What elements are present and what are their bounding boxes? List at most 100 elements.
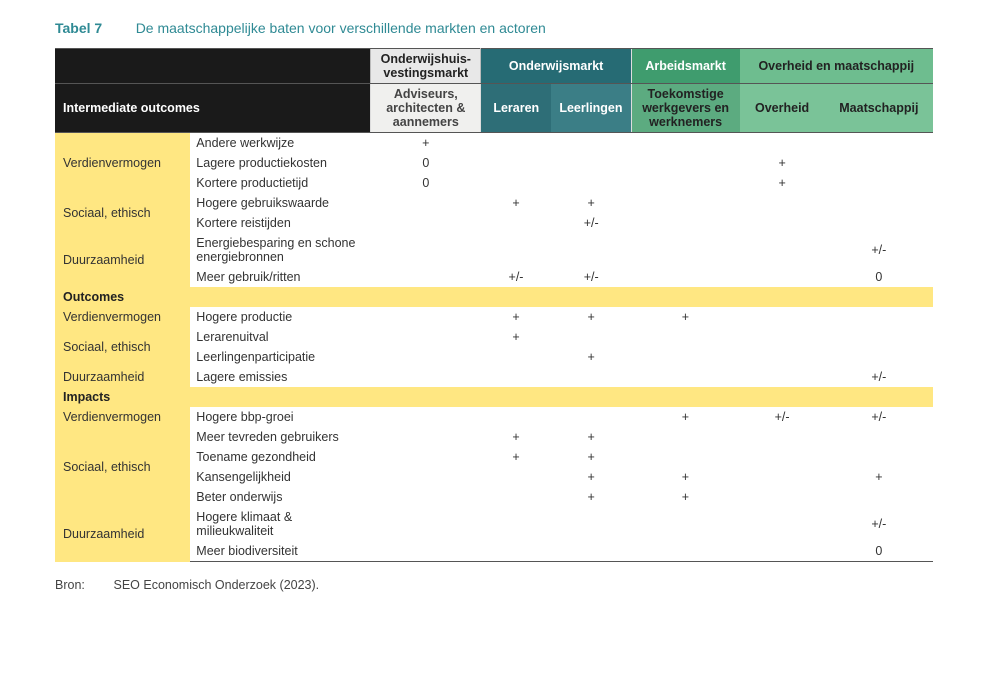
item-cell: Kortere productietijd bbox=[190, 173, 370, 193]
value-cell bbox=[371, 541, 481, 562]
value-cell bbox=[371, 507, 481, 541]
value-cell bbox=[481, 133, 551, 154]
value-cell: + bbox=[481, 193, 551, 213]
value-cell bbox=[740, 193, 825, 213]
value-cell bbox=[481, 487, 551, 507]
sub-header-employers: Toekomstige werkgevers en werknemers bbox=[631, 84, 739, 133]
value-cell bbox=[551, 407, 631, 427]
value-cell bbox=[825, 327, 933, 347]
table-body: VerdienvermogenAndere werkwijze+Lagere p… bbox=[55, 133, 933, 562]
group-header-housing: Onderwijshuis-vestingsmarkt bbox=[371, 49, 481, 84]
value-cell: +/- bbox=[825, 367, 933, 387]
value-cell bbox=[481, 541, 551, 562]
value-cell bbox=[551, 541, 631, 562]
value-cell bbox=[551, 367, 631, 387]
value-cell bbox=[740, 347, 825, 367]
value-cell: Duurzaamheid bbox=[55, 507, 190, 562]
value-cell: + bbox=[551, 307, 631, 327]
table-row: DuurzaamheidEnergiebesparing en schone e… bbox=[55, 233, 933, 267]
value-cell bbox=[825, 307, 933, 327]
value-cell: + bbox=[551, 193, 631, 213]
value-cell bbox=[631, 233, 739, 267]
value-cell: + bbox=[631, 487, 739, 507]
value-cell: + bbox=[551, 467, 631, 487]
value-cell bbox=[481, 347, 551, 367]
value-cell bbox=[631, 267, 739, 287]
table-row: VerdienvermogenHogere productie+++ bbox=[55, 307, 933, 327]
value-cell bbox=[371, 213, 481, 233]
item-cell: Hogere bbp-groei bbox=[190, 407, 370, 427]
group-header-society: Overheid en maatschappij bbox=[740, 49, 934, 84]
blank-header bbox=[55, 49, 371, 84]
sub-header-pupils: Leerlingen bbox=[551, 84, 631, 133]
value-cell: +/- bbox=[551, 267, 631, 287]
sub-header-govt: Overheid bbox=[740, 84, 825, 133]
value-cell bbox=[825, 487, 933, 507]
item-cell: Toename gezondheid bbox=[190, 447, 370, 467]
table-number: Tabel 7 bbox=[55, 20, 102, 36]
item-cell: Beter onderwijs bbox=[190, 487, 370, 507]
value-cell bbox=[371, 233, 481, 267]
value-cell bbox=[825, 173, 933, 193]
table-title-row: Tabel 7 De maatschappelijke baten voor v… bbox=[55, 20, 933, 36]
value-cell: + bbox=[481, 427, 551, 447]
value-cell bbox=[631, 133, 739, 154]
value-cell bbox=[740, 327, 825, 347]
value-cell: Sociaal, ethisch bbox=[55, 193, 190, 233]
value-cell: Sociaal, ethisch bbox=[55, 427, 190, 507]
sub-header-advisors: Adviseurs, architecten & aannemers bbox=[371, 84, 481, 133]
value-cell bbox=[481, 173, 551, 193]
value-cell: + bbox=[825, 467, 933, 487]
value-cell bbox=[740, 541, 825, 562]
value-cell bbox=[740, 447, 825, 467]
value-cell: + bbox=[551, 427, 631, 447]
table-row: Sociaal, ethischMeer tevreden gebruikers… bbox=[55, 427, 933, 447]
value-cell: +/- bbox=[551, 213, 631, 233]
value-cell: + bbox=[481, 327, 551, 347]
value-cell bbox=[481, 213, 551, 233]
table-row: DuurzaamheidLagere emissies+/- bbox=[55, 367, 933, 387]
sub-header-teachers: Leraren bbox=[481, 84, 551, 133]
value-cell: + bbox=[631, 467, 739, 487]
value-cell bbox=[740, 427, 825, 447]
value-cell bbox=[551, 233, 631, 267]
value-cell bbox=[740, 267, 825, 287]
value-cell bbox=[740, 133, 825, 154]
value-cell bbox=[631, 153, 739, 173]
value-cell bbox=[740, 487, 825, 507]
value-cell: +/- bbox=[481, 267, 551, 287]
source-label: Bron: bbox=[55, 578, 110, 592]
value-cell bbox=[371, 407, 481, 427]
value-cell: + bbox=[551, 447, 631, 467]
table-caption: De maatschappelijke baten voor verschill… bbox=[136, 20, 546, 36]
value-cell bbox=[631, 541, 739, 562]
value-cell bbox=[631, 347, 739, 367]
value-cell bbox=[825, 213, 933, 233]
value-cell bbox=[371, 447, 481, 467]
group-header-labour: Arbeidsmarkt bbox=[631, 49, 739, 84]
value-cell bbox=[371, 487, 481, 507]
value-cell: Verdienvermogen bbox=[55, 407, 190, 427]
value-cell bbox=[551, 173, 631, 193]
value-cell: 0 bbox=[825, 267, 933, 287]
table-row: Sociaal, ethischHogere gebruikswaarde++ bbox=[55, 193, 933, 213]
table-row: VerdienvermogenAndere werkwijze+ bbox=[55, 133, 933, 154]
value-cell bbox=[371, 267, 481, 287]
value-cell: + bbox=[481, 307, 551, 327]
value-cell: Outcomes bbox=[55, 287, 933, 307]
item-cell: Energiebesparing en schone energiebronne… bbox=[190, 233, 370, 267]
value-cell: +/- bbox=[825, 407, 933, 427]
value-cell bbox=[371, 467, 481, 487]
item-cell: Kortere reistijden bbox=[190, 213, 370, 233]
table-row: Impacts bbox=[55, 387, 933, 407]
value-cell bbox=[631, 327, 739, 347]
item-cell: Lerarenuitval bbox=[190, 327, 370, 347]
item-cell: Andere werkwijze bbox=[190, 133, 370, 154]
item-cell: Meer biodiversiteit bbox=[190, 541, 370, 562]
value-cell bbox=[481, 367, 551, 387]
value-cell: +/- bbox=[740, 407, 825, 427]
table-row: Outcomes bbox=[55, 287, 933, 307]
value-cell bbox=[371, 193, 481, 213]
value-cell bbox=[551, 133, 631, 154]
value-cell: + bbox=[371, 133, 481, 154]
